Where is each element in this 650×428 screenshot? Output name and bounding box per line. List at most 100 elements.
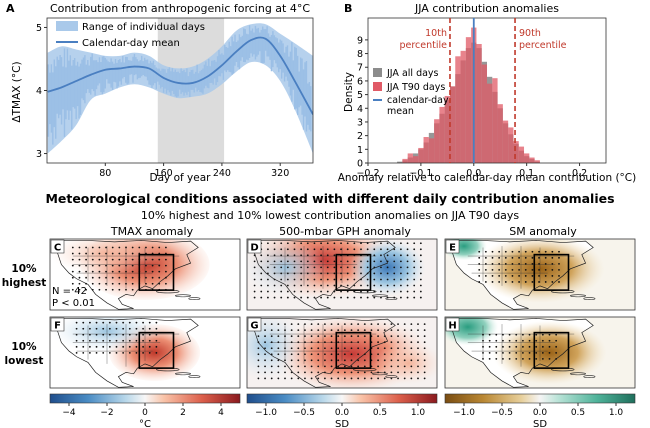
significance-dot [75,345,78,348]
panel-letter-box [445,317,460,332]
island-outline [385,297,398,301]
significance-dot [277,341,280,344]
significance-dot [383,365,386,368]
significance-dot [524,250,527,253]
significance-dot [343,341,346,344]
subtitle: 10% highest and 10% lowest contribution … [141,209,520,222]
significance-dot [406,248,409,251]
map-panel-c: C N = 42P < 0.01 [49,238,241,311]
significance-dot [558,256,560,259]
significance-dot [135,333,138,336]
significance-dot [340,284,342,287]
significance-dot [82,321,85,324]
significance-dot [538,281,540,283]
x-axis-label: Anomaly relative to calendar-day mean co… [338,172,637,184]
significance-dot [353,296,356,299]
x-tick-label: −0.2 [356,168,379,179]
significance-dot [253,254,256,257]
significance-dot [313,296,316,299]
significance-dot [360,266,362,269]
bar-t90-days [502,120,509,163]
significance-dot [89,327,91,330]
significance-dot [551,250,554,253]
significance-dot [406,284,409,287]
significance-dot [397,371,399,374]
significance-dot [363,335,366,338]
significance-dot [75,351,78,354]
significance-dot [343,347,346,350]
significance-dot [333,266,336,269]
coastline [448,318,594,388]
significance-dot [267,248,269,251]
significance-dot [111,258,114,261]
significance-dot [350,341,353,344]
significance-dot [317,377,320,380]
significance-dot [548,339,551,342]
significance-dot [85,252,87,255]
significance-dot [310,329,313,332]
significance-dot [366,266,369,269]
significance-dot [310,323,313,325]
significance-dot [522,333,524,336]
significance-dot [558,281,560,283]
significance-dot [410,359,413,362]
colorbar-tick-label: 4 [218,408,224,418]
percentile-label: percentile [519,40,567,51]
row-label-lowest-line1: 10% [11,341,37,353]
significance-dot [158,282,161,285]
significance-dot [277,353,280,356]
significance-dot [406,260,409,263]
significance-dot [524,281,527,283]
significance-dot [253,272,256,275]
significance-dot [377,377,379,380]
significance-dot [350,359,353,362]
significance-dot [118,270,121,273]
significance-dot [410,323,413,325]
y-tick-label: 9 [357,35,363,46]
significance-dot [350,329,353,332]
bar-t90-days [439,106,445,163]
coastline [250,318,396,388]
significance-dot [151,282,154,285]
significance-dot [165,258,167,261]
significance-dot [413,266,416,269]
significance-dot [280,266,283,269]
significance-dot [397,353,399,356]
bar-t90-days [455,56,461,163]
significance-dot [105,258,107,261]
significance-dot [280,260,283,263]
significance-dot [340,290,342,293]
significance-dot [257,371,260,374]
significance-dot [304,341,306,344]
significance-dot [306,284,309,287]
significance-dot [118,264,121,267]
significance-dot [115,345,118,348]
significance-dot [350,377,353,380]
significance-dot [286,296,289,299]
significance-dot [122,327,125,330]
map-frame [444,238,636,311]
significance-dot [257,359,260,362]
significance-dot [105,246,107,249]
significance-dot [317,341,320,344]
column-title-tmax: TMAX anomaly [110,225,194,238]
significance-dot [333,290,336,293]
significance-dot [346,272,349,275]
significance-dot [544,256,547,259]
significance-dot [417,323,419,325]
significance-dot [306,272,309,275]
significance-dot [515,357,518,360]
significance-dot [482,357,484,360]
significance-dot [343,365,346,368]
panel-letter-box [50,317,65,332]
significance-dot [280,278,283,281]
significance-dot [91,246,94,249]
significance-dot [148,321,151,324]
significance-dot [419,254,422,257]
panel-b: B JJA contribution anomalies −0.2 −0.1 0.0… [338,2,637,184]
significance-dot [277,323,280,325]
significance-dot [515,345,518,348]
significance-dot [267,290,269,293]
significance-dot [293,248,296,251]
